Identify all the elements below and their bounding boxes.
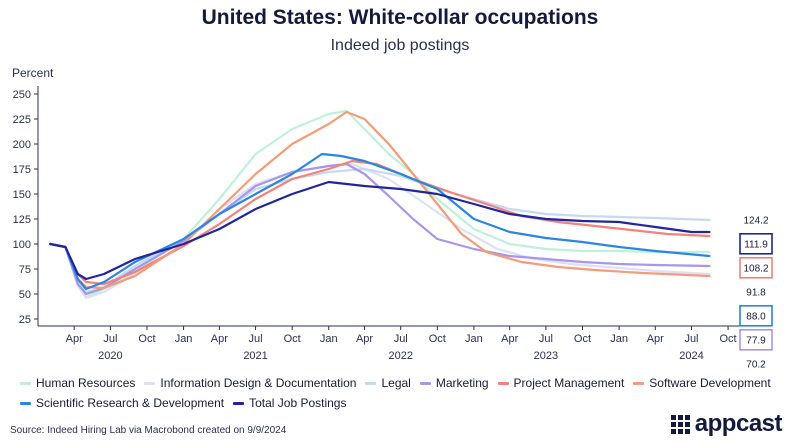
appcast-logo-icon (670, 414, 690, 434)
x-tick-label: Jul (103, 333, 117, 345)
end-label: 77.9 (746, 335, 766, 346)
x-tick-label: Oct (138, 333, 155, 345)
legend-item: Scientific Research & Development (20, 393, 224, 413)
legend-label: Scientific Research & Development (36, 396, 225, 410)
x-tick-label: Jul (684, 333, 698, 345)
end-label: 108.2 (743, 263, 768, 274)
x-tick-label: Apr (501, 333, 518, 345)
legend-swatch (144, 381, 156, 385)
appcast-logo: appcast (670, 410, 783, 438)
end-label: 91.8 (746, 287, 766, 298)
line-chart: Percent 25 50 75 100 125 150 175 200 225 250 Apr Ju… (12, 66, 773, 370)
end-label: 124.2 (743, 215, 768, 226)
x-tick-label: Jan (610, 333, 628, 345)
source-note: Source: Indeed Hiring Lab via Macrobond … (10, 425, 287, 436)
x-tick-label: Oct (720, 333, 737, 345)
legend: Human Resources Information Design & Docu… (20, 373, 790, 413)
legend-swatch (233, 401, 245, 405)
x-year-label: 2020 (98, 350, 122, 362)
x-tick-label: Jan (175, 333, 193, 345)
x-tick-label: Oct (574, 333, 591, 345)
series-line-legal (49, 167, 711, 294)
series-line-total-job-postings (49, 180, 711, 281)
y-tick-label: 200 (13, 139, 31, 151)
x-year-label: 2021 (243, 350, 267, 362)
y-tick-label: 25 (19, 314, 31, 326)
legend-label: Total Job Postings (249, 396, 347, 410)
axes: 25 50 75 100 125 150 175 200 225 250 Apr Jul Oct Jan A… (13, 86, 740, 362)
end-label-box (739, 328, 773, 351)
legend-label: Legal (381, 376, 411, 390)
x-tick-label: Jan (320, 333, 338, 345)
y-tick-label: 125 (13, 214, 31, 226)
legend-item: Total Job Postings (233, 393, 346, 413)
legend-swatch (20, 401, 31, 405)
y-tick-label: 250 (13, 89, 31, 101)
end-label: 111.9 (744, 239, 768, 250)
y-tick-label: 50 (19, 289, 31, 301)
legend-swatch (365, 381, 377, 385)
end-label-box (739, 233, 773, 255)
brand-name: appcast (694, 410, 783, 437)
legend-item: Marketing (419, 373, 489, 393)
legend-item: Information Design & Documentation (144, 373, 356, 393)
y-tick-label: 175 (13, 164, 31, 176)
y-tick-label: 225 (13, 114, 31, 126)
x-tick-label: Jul (249, 333, 263, 345)
x-tick-label: Apr (211, 333, 228, 345)
x-tick-label: Apr (647, 333, 664, 345)
legend-label: Project Management (513, 376, 625, 390)
end-label: 70.2 (746, 359, 766, 370)
y-axis-label: Percent (12, 66, 54, 80)
legend-swatch (633, 381, 645, 385)
x-tick-label: Oct (429, 333, 446, 345)
x-year-label: 2023 (534, 350, 558, 362)
legend-label: Human Resources (36, 376, 136, 390)
x-tick-label: Apr (66, 333, 83, 345)
series-line-project-management (49, 159, 711, 286)
legend-label: Information Design & Documentation (160, 376, 357, 390)
legend-swatch (419, 381, 431, 385)
y-tick-label: 100 (13, 239, 31, 251)
y-tick-label: 75 (19, 264, 31, 276)
series-lines (49, 109, 711, 300)
x-tick-label: Jul (394, 333, 408, 345)
series-line-scientific-research-development (49, 152, 711, 291)
x-year-label: 2024 (679, 350, 703, 362)
x-tick-label: Oct (284, 333, 301, 345)
legend-swatch (497, 381, 509, 385)
chart-subtitle: Indeed job postings (330, 37, 470, 54)
end-label: 88.0 (746, 311, 766, 322)
end-label-box (739, 304, 773, 327)
series-line-marketing (49, 162, 711, 296)
series-line-human-resources (49, 109, 711, 299)
legend-label: Marketing (435, 376, 489, 390)
series-line-software-development (49, 110, 711, 290)
legend-item: Software Development (633, 373, 771, 393)
legend-item: Project Management (497, 373, 625, 393)
legend-label: Software Development (649, 376, 771, 390)
x-tick-label: Jan (465, 333, 483, 345)
end-label-box (739, 256, 773, 279)
legend-item: Legal (365, 373, 411, 393)
legend-swatch (20, 381, 31, 385)
y-tick-label: 150 (13, 189, 31, 201)
chart-title: United States: White-collar occupations (201, 6, 599, 29)
legend-item: Human Resources (20, 373, 135, 393)
x-tick-label: Jul (539, 333, 553, 345)
x-year-label: 2022 (388, 350, 412, 362)
series-line-information-design-documentation (49, 162, 711, 300)
x-tick-label: Apr (356, 333, 373, 345)
